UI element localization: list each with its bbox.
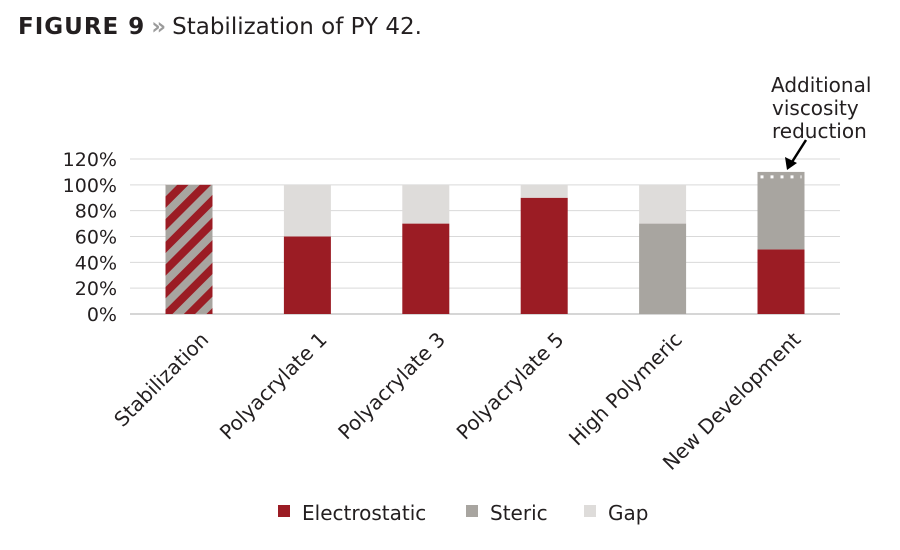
y-tick-label: 60% (75, 227, 117, 249)
y-tick-label: 20% (75, 278, 117, 300)
x-axis-ticks: Stabilization Polyacrylate 1 Polyacrylate … (109, 327, 805, 475)
x-tick-label: Polyacrylate 1 (215, 327, 332, 444)
figure-heading: FIGURE 9» Stabilization of PY 42. (18, 14, 422, 40)
y-tick-label: 40% (75, 252, 117, 274)
y-tick-label: 120% (63, 149, 117, 171)
y-tick-label: 100% (63, 175, 117, 197)
bar-polyacrylate-1-electrostatic (283, 236, 331, 314)
bar-new-development-steric (757, 171, 805, 250)
bars (165, 171, 805, 314)
legend-label-electrostatic: Electrostatic (302, 501, 426, 525)
x-tick-label: High Polymeric (564, 327, 687, 450)
y-tick-label: 0% (87, 304, 117, 326)
annotation: Additional viscosity reduction (771, 73, 871, 170)
legend-label-gap: Gap (608, 501, 648, 525)
legend: Electrostatic Steric Gap (278, 501, 648, 525)
figure-label: FIGURE 9 (18, 14, 146, 40)
bar-high-polymeric-gap (639, 184, 687, 224)
bar-high-polymeric-steric (639, 223, 687, 314)
legend-swatch-steric (466, 505, 478, 517)
annotation-arrowhead-icon (785, 157, 797, 170)
bar-polyacrylate-3-gap (402, 184, 450, 224)
bar-polyacrylate-5-electrostatic (520, 197, 568, 314)
y-tick-label: 80% (75, 201, 117, 223)
figure-caption: Stabilization of PY 42. (172, 14, 422, 40)
bar-polyacrylate-3-electrostatic (402, 223, 450, 314)
legend-label-steric: Steric (490, 501, 548, 525)
annotation-text: Additional viscosity reduction (771, 73, 871, 143)
gridlines (130, 158, 840, 315)
legend-swatch-electrostatic (278, 505, 290, 517)
x-tick-label: Stabilization (109, 327, 213, 431)
figure-separator-icon: » (151, 14, 167, 40)
x-tick-label: Polyacrylate 5 (452, 327, 569, 444)
bar-polyacrylate-1-gap (283, 184, 331, 237)
legend-swatch-gap (584, 505, 596, 517)
y-axis-ticks: 0% 20% 40% 60% 80% 100% 120% (63, 149, 117, 326)
bar-polyacrylate-5-gap (520, 184, 568, 198)
bar-stabilization-hatched (165, 184, 213, 314)
x-tick-label: Polyacrylate 3 (333, 327, 450, 444)
bar-new-development-electrostatic (757, 249, 805, 314)
annotation-arrow-icon (790, 139, 808, 163)
